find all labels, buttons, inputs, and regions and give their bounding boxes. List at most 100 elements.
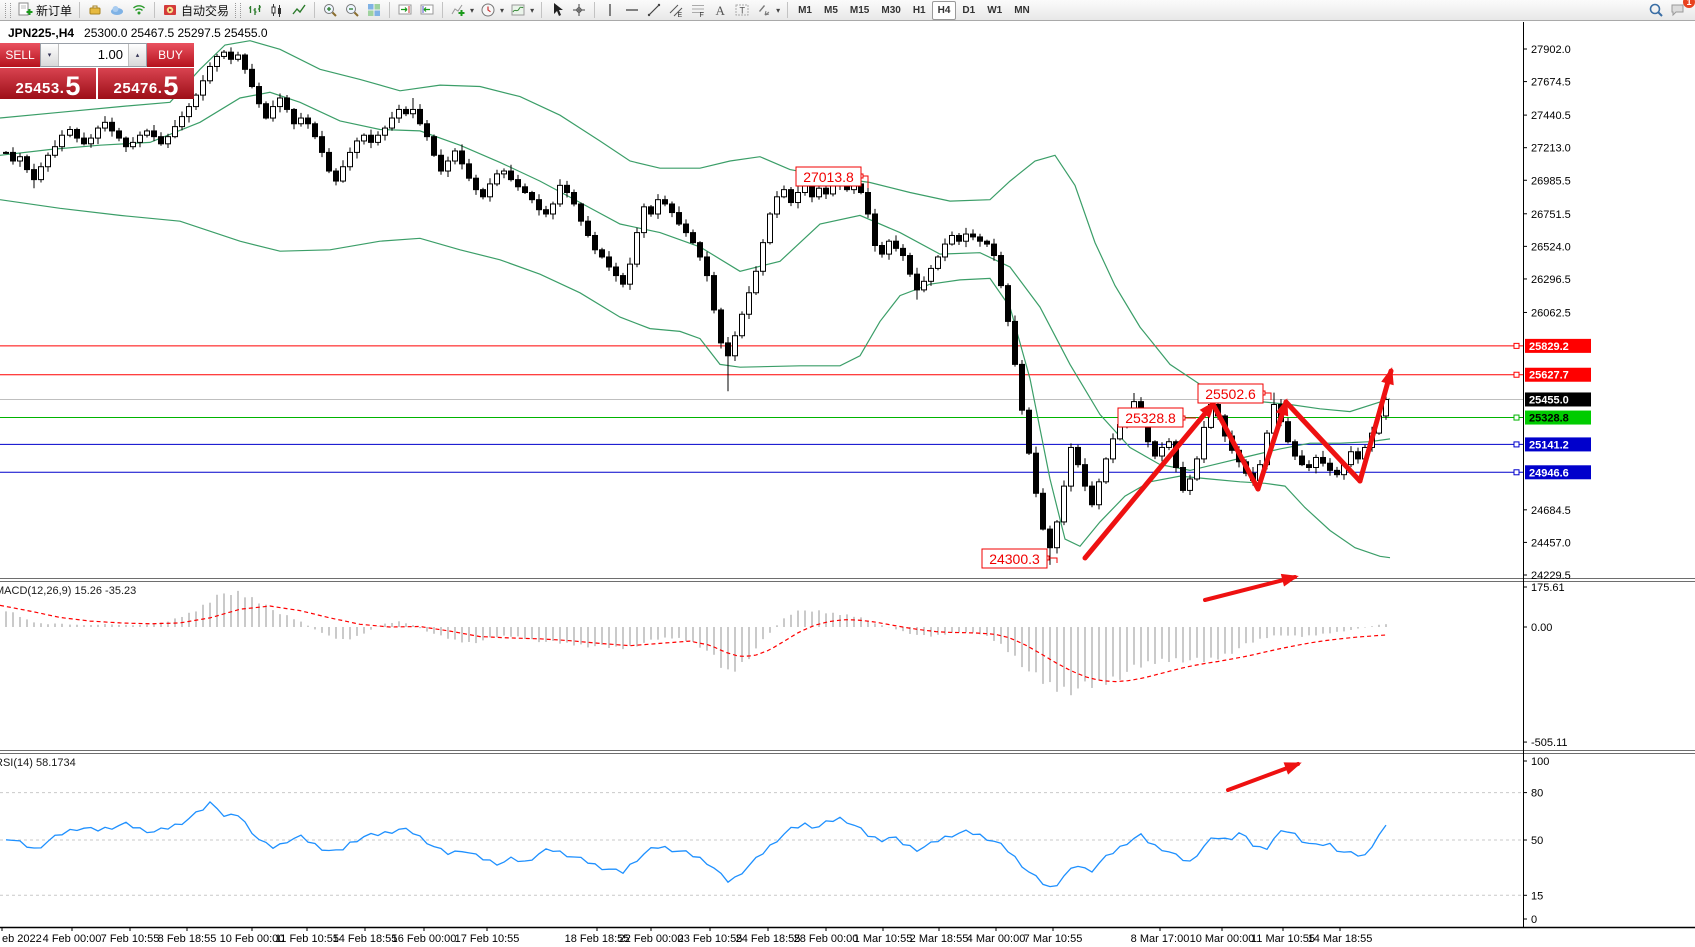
buy-button[interactable]: BUY bbox=[147, 43, 194, 67]
toolbar-grip[interactable] bbox=[5, 2, 11, 18]
signals-icon bbox=[133, 5, 145, 15]
auto-scroll-icon-button[interactable] bbox=[394, 1, 416, 20]
zoom-in-icon-button[interactable] bbox=[319, 1, 341, 20]
trend-arrow-head bbox=[1381, 367, 1394, 386]
svg-text:E: E bbox=[678, 12, 683, 18]
chart-ohlc-header: JPN225-,H4 25300.0 25467.5 25297.5 25455.… bbox=[8, 26, 268, 40]
indicators-add-icon-button[interactable]: ▾ bbox=[447, 1, 477, 20]
timeframe-h4-button[interactable]: H4 bbox=[931, 0, 957, 20]
timeframe-h1-button[interactable]: H1 bbox=[912, 4, 926, 16]
volume-decrease-button[interactable]: ▾ bbox=[41, 44, 59, 66]
sell-button[interactable]: SELL bbox=[0, 43, 40, 67]
rsi-line bbox=[5, 800, 1387, 888]
chart-template-icon-button[interactable]: ▾ bbox=[507, 1, 537, 20]
text-icon: A bbox=[716, 3, 726, 18]
resistance-line-1-handle[interactable] bbox=[1513, 342, 1520, 349]
price-tag-24300.3[interactable] bbox=[981, 548, 1048, 569]
sell-price-pip: 5 bbox=[65, 71, 81, 101]
periods-clock-dropdown-caret[interactable]: ▾ bbox=[500, 5, 505, 15]
arrows-dropdown-caret[interactable]: ▾ bbox=[776, 5, 781, 15]
toolbar-separator bbox=[314, 2, 316, 18]
chart-shift-icon-button[interactable] bbox=[416, 1, 438, 20]
crosshair-icon-button[interactable] bbox=[568, 1, 590, 20]
bar-chart-icon-button[interactable] bbox=[244, 1, 266, 20]
sell-price-panel[interactable]: 25453. 5 bbox=[0, 68, 96, 101]
rsi-axis-label: 100 bbox=[1531, 756, 1549, 768]
trend-line-icon-button[interactable] bbox=[643, 1, 665, 20]
timeframe-m1-button[interactable]: M1 bbox=[798, 4, 812, 16]
trend-arrow[interactable] bbox=[1203, 575, 1297, 602]
timeframe-mn-button[interactable]: MN bbox=[1014, 4, 1030, 16]
price-tick-label: 24229.5 bbox=[1531, 570, 1571, 582]
vertical-line-icon-button[interactable] bbox=[599, 1, 621, 20]
price-tag-text: 27013.8 bbox=[803, 169, 854, 185]
arrows-icon-button[interactable]: ▾ bbox=[753, 1, 783, 20]
trend-arrow[interactable] bbox=[1357, 368, 1394, 484]
notification-badge: 1 bbox=[1683, 0, 1695, 8]
trend-arrow[interactable] bbox=[1082, 401, 1216, 561]
candlestick-chart-icon-button[interactable] bbox=[266, 1, 288, 20]
timeframe-m30-button[interactable]: M30 bbox=[881, 4, 901, 16]
tile-windows-icon-button[interactable] bbox=[363, 1, 385, 20]
svg-text:T: T bbox=[740, 6, 746, 16]
price-tag-25502.6[interactable] bbox=[1197, 383, 1264, 404]
line-chart-icon-button[interactable] bbox=[288, 1, 310, 20]
fibonacci-icon-button[interactable]: F bbox=[687, 1, 709, 20]
price-tick-label: 26524.0 bbox=[1531, 241, 1571, 253]
support-line-green-handle[interactable] bbox=[1513, 414, 1520, 421]
fibonacci-icon: F bbox=[692, 5, 705, 18]
indicators-add-dropdown-caret[interactable]: ▾ bbox=[470, 5, 475, 15]
time-tick-label: 11 Feb 10:55 bbox=[275, 933, 339, 945]
macd-axis-label: 175.61 bbox=[1531, 582, 1565, 594]
sell-price: 25453 bbox=[15, 80, 60, 97]
time-tick-label: 10 Mar 00:00 bbox=[1190, 933, 1255, 945]
timeframe-d1-button[interactable]: D1 bbox=[962, 4, 976, 16]
time-tick-label: 4 Mar 00:00 bbox=[967, 933, 1026, 945]
zoom-out-icon-button[interactable] bbox=[341, 1, 363, 20]
community-icon-button[interactable] bbox=[106, 1, 128, 20]
timeframe-m5-button[interactable]: M5 bbox=[824, 4, 838, 16]
price-tag-25328.8[interactable] bbox=[1117, 407, 1184, 428]
price-tick-label: 26062.5 bbox=[1531, 307, 1571, 319]
macd-histogram bbox=[5, 590, 1387, 696]
trend-arrow[interactable] bbox=[1210, 401, 1261, 492]
cursor-icon-button[interactable] bbox=[546, 1, 568, 20]
chat-icon bbox=[1671, 4, 1684, 17]
resistance-line-2-handle[interactable] bbox=[1513, 371, 1520, 378]
trend-arrow[interactable] bbox=[1255, 399, 1289, 492]
support-line-blue-1-handle[interactable] bbox=[1513, 441, 1520, 448]
trend-arrow[interactable] bbox=[1283, 399, 1363, 484]
toolbox-icon-button[interactable] bbox=[84, 1, 106, 20]
equidistant-channel-icon-button[interactable]: E bbox=[665, 1, 687, 20]
volume-input[interactable]: 1.00 bbox=[97, 47, 123, 62]
rsi-axis-label: 80 bbox=[1531, 788, 1543, 800]
chart-template-dropdown-caret[interactable]: ▾ bbox=[530, 5, 535, 15]
support-line-blue-2-handle[interactable] bbox=[1513, 469, 1520, 476]
crosshair-icon bbox=[573, 4, 586, 16]
autotrade-button[interactable]: 自动交易 bbox=[159, 1, 232, 20]
chat-button[interactable]: 1 bbox=[1667, 0, 1695, 20]
volume-increase-button[interactable]: ▴ bbox=[128, 44, 146, 66]
toolbar-grip[interactable] bbox=[235, 2, 242, 18]
time-tick-label: 1 Mar 10:55 bbox=[854, 933, 913, 945]
timeframe-m15-button[interactable]: M15 bbox=[849, 4, 870, 16]
periods-clock-icon-button[interactable]: ▾ bbox=[477, 1, 507, 20]
time-tick-label: 10 Feb 00:00 bbox=[220, 933, 285, 945]
buy-price-panel[interactable]: 25476. 5 bbox=[98, 68, 194, 100]
price-tag-27013.8[interactable] bbox=[795, 166, 862, 187]
text-icon-button[interactable]: A bbox=[709, 1, 731, 20]
horizontal-line-icon-button[interactable] bbox=[621, 1, 643, 20]
price-tick-label: 26296.5 bbox=[1531, 274, 1571, 286]
cursor-icon bbox=[554, 3, 564, 16]
bid-price-line-axis-label: 25455.0 bbox=[1529, 394, 1569, 406]
timeframe-w1-button[interactable]: W1 bbox=[987, 4, 1003, 16]
search-icon-button[interactable] bbox=[1645, 1, 1667, 20]
text-label-icon-button[interactable]: T bbox=[731, 1, 753, 20]
new-order-button[interactable]: 新订单 bbox=[14, 1, 75, 20]
signals-icon-button[interactable] bbox=[128, 1, 150, 20]
toolbar-separator bbox=[787, 2, 789, 18]
line-chart-icon bbox=[292, 4, 306, 15]
time-tick-label: 8 Mar 17:00 bbox=[1131, 933, 1190, 945]
trend-arrow-head bbox=[1283, 762, 1302, 775]
